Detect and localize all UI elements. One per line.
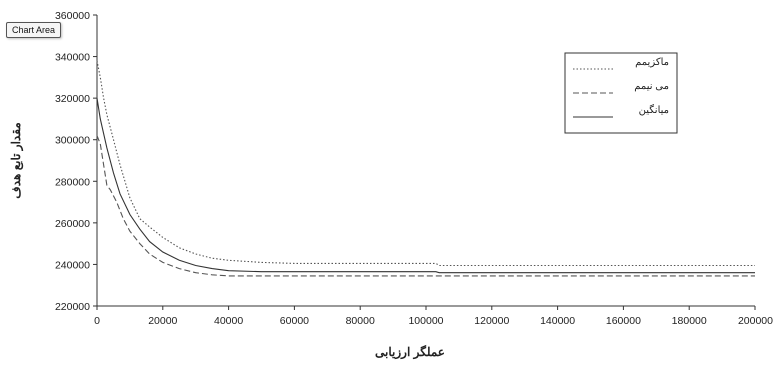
x-tick-label: 40000 (214, 315, 243, 327)
x-tick-label: 120000 (474, 315, 509, 327)
y-axis-title: مقدار تابع هدف (9, 122, 24, 198)
legend-label-max: ماکزیمم (635, 57, 669, 68)
legend-label-min: می نیمم (634, 81, 669, 92)
series-min-line (96, 135, 755, 277)
x-tick-label: 160000 (606, 315, 641, 327)
x-tick-label: 180000 (672, 315, 707, 327)
x-tick-label: 60000 (280, 315, 309, 327)
y-tick-label: 260000 (55, 218, 90, 230)
legend-label-mean: میانگین (639, 104, 669, 116)
y-tick-label: 280000 (55, 176, 90, 188)
x-tick-label: 0 (94, 315, 100, 327)
series-layer (96, 60, 755, 277)
y-tick-label: 240000 (55, 259, 90, 271)
series-mean-line (96, 98, 755, 274)
y-tick-label: 220000 (55, 301, 90, 313)
x-tick-label: 80000 (346, 315, 375, 327)
series-max-line (96, 60, 755, 267)
y-tick-label: 300000 (55, 135, 90, 147)
x-tick-label: 20000 (148, 315, 177, 327)
y-axis: 220000 240000 260000 280000 300000 320000 3400… (55, 10, 97, 313)
x-tick-label: 100000 (408, 315, 443, 327)
legend: ماکزیمم می نیمم میانگین (564, 52, 678, 134)
y-tick-label: 360000 (55, 10, 90, 22)
y-tick-label: 340000 (55, 52, 90, 64)
x-axis-title: عملگر ارزیابی (375, 344, 445, 360)
x-tick-label: 140000 (540, 315, 575, 327)
y-tick-label: 320000 (55, 93, 90, 105)
x-axis: 0 20000 40000 60000 80000 100000 120000 140000 1… (94, 306, 773, 327)
x-tick-label: 200000 (738, 315, 773, 327)
chart-area-tooltip: Chart Area (6, 22, 62, 38)
